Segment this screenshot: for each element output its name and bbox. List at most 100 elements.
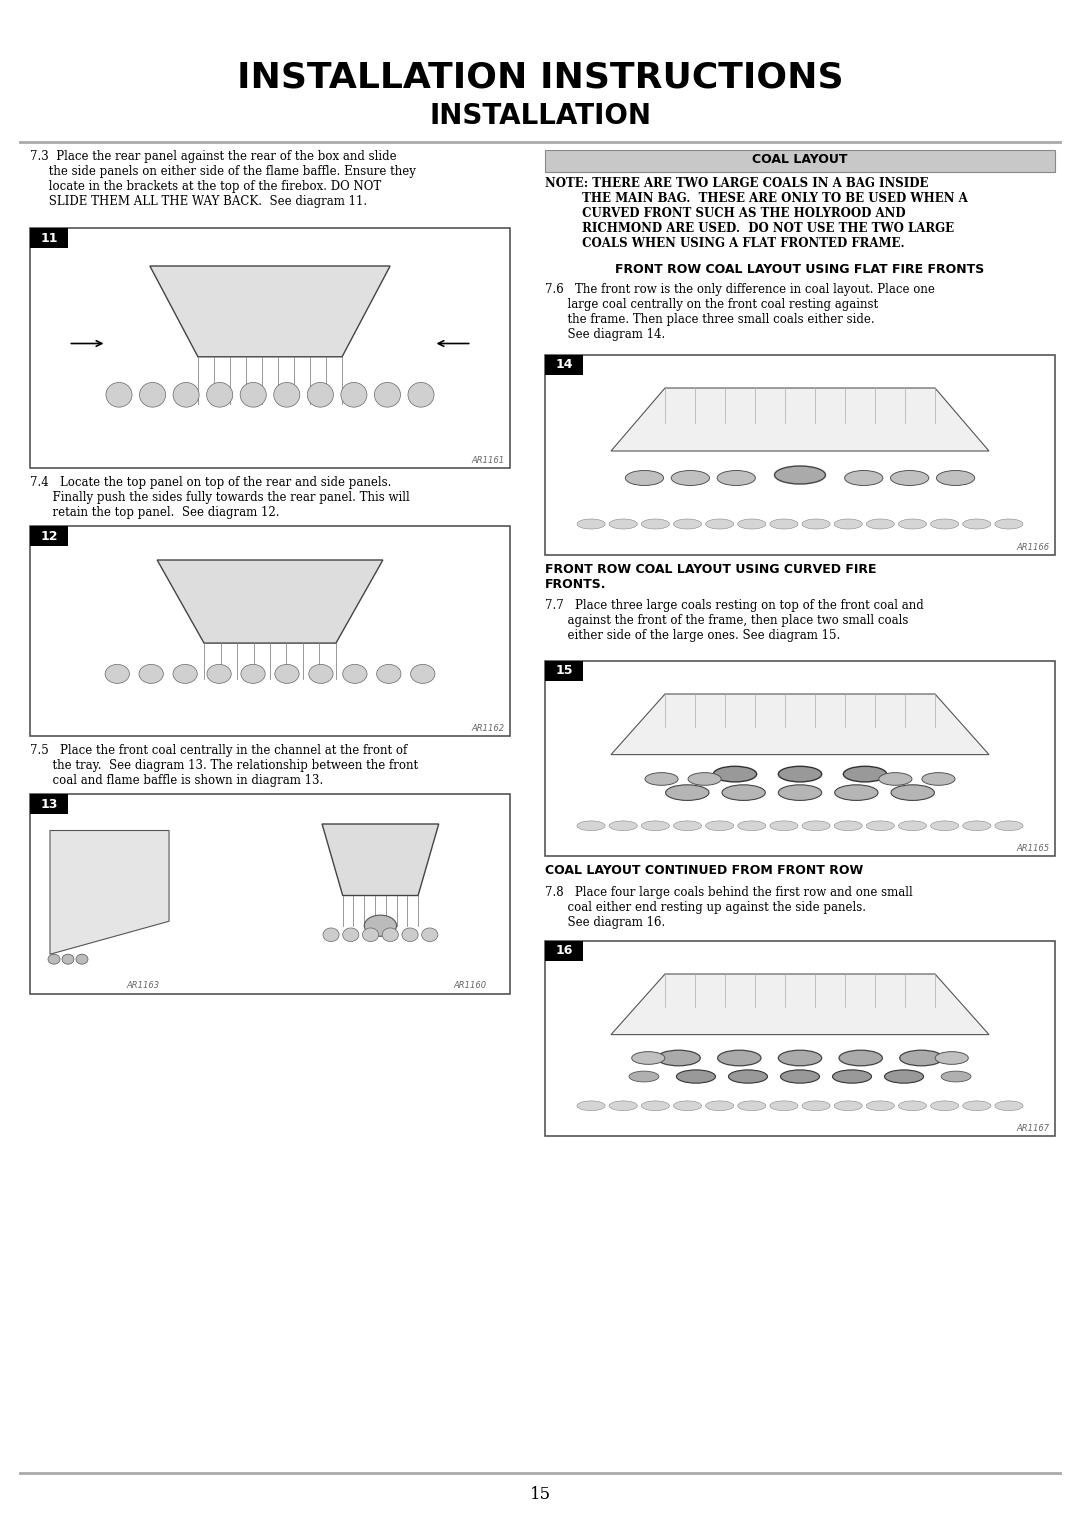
Text: 11: 11 <box>40 232 57 244</box>
Ellipse shape <box>900 1050 943 1067</box>
Ellipse shape <box>577 520 605 529</box>
Ellipse shape <box>866 520 894 529</box>
Ellipse shape <box>657 1050 700 1067</box>
Ellipse shape <box>802 520 831 529</box>
Ellipse shape <box>962 520 990 529</box>
Text: 7.8   Place four large coals behind the first row and one small
      coal eithe: 7.8 Place four large coals behind the fi… <box>545 886 913 929</box>
Ellipse shape <box>308 382 334 406</box>
Ellipse shape <box>899 1100 927 1111</box>
Ellipse shape <box>139 665 163 683</box>
Ellipse shape <box>779 1050 822 1067</box>
Ellipse shape <box>931 1100 959 1111</box>
Ellipse shape <box>738 1100 766 1111</box>
Text: AR1161: AR1161 <box>472 455 505 465</box>
Ellipse shape <box>774 466 825 484</box>
Ellipse shape <box>931 520 959 529</box>
Ellipse shape <box>609 1100 637 1111</box>
Ellipse shape <box>995 1100 1023 1111</box>
Ellipse shape <box>713 767 757 782</box>
Ellipse shape <box>323 927 339 941</box>
Bar <box>545 354 583 374</box>
Bar <box>30 795 68 814</box>
Bar <box>270 814 490 979</box>
Bar <box>1025 957 1043 1100</box>
Text: FRONT ROW COAL LAYOUT USING FLAT FIRE FRONTS: FRONT ROW COAL LAYOUT USING FLAT FIRE FR… <box>616 263 985 277</box>
Text: 7.3  Place the rear panel against the rear of the box and slide
     the side pa: 7.3 Place the rear panel against the rea… <box>30 150 416 208</box>
Text: 13: 13 <box>40 798 57 810</box>
Bar <box>30 228 510 468</box>
Ellipse shape <box>642 1100 670 1111</box>
Ellipse shape <box>625 471 663 486</box>
Ellipse shape <box>421 927 437 941</box>
Ellipse shape <box>609 821 637 831</box>
Ellipse shape <box>642 520 670 529</box>
Ellipse shape <box>899 821 927 831</box>
Bar <box>1025 370 1043 518</box>
Ellipse shape <box>770 1100 798 1111</box>
Bar <box>48 248 93 442</box>
Bar <box>557 957 575 1100</box>
Polygon shape <box>322 824 438 895</box>
Bar <box>545 662 1055 856</box>
Text: AR1163: AR1163 <box>126 981 160 990</box>
Text: AR1160: AR1160 <box>454 981 487 990</box>
Ellipse shape <box>835 785 878 801</box>
Ellipse shape <box>866 1100 894 1111</box>
Ellipse shape <box>665 785 708 801</box>
Ellipse shape <box>705 821 733 831</box>
Ellipse shape <box>866 821 894 831</box>
Text: INSTALLATION: INSTALLATION <box>429 102 651 130</box>
Ellipse shape <box>273 382 300 406</box>
Ellipse shape <box>839 1050 882 1067</box>
Text: 16: 16 <box>555 944 572 958</box>
Bar <box>30 228 68 248</box>
Bar <box>116 416 424 434</box>
Ellipse shape <box>62 953 75 964</box>
Ellipse shape <box>363 927 379 941</box>
Ellipse shape <box>341 382 367 406</box>
Ellipse shape <box>802 1100 831 1111</box>
Text: FRONT ROW COAL LAYOUT USING CURVED FIRE
FRONTS.: FRONT ROW COAL LAYOUT USING CURVED FIRE … <box>545 562 877 591</box>
Bar <box>270 814 287 966</box>
Ellipse shape <box>577 1100 605 1111</box>
Text: COAL LAYOUT CONTINUED FROM FRONT ROW: COAL LAYOUT CONTINUED FROM FRONT ROW <box>545 863 863 877</box>
Polygon shape <box>611 973 989 1034</box>
Bar <box>1025 675 1043 821</box>
Bar <box>545 150 1055 173</box>
Ellipse shape <box>342 665 367 683</box>
Ellipse shape <box>845 471 882 486</box>
Ellipse shape <box>941 1071 971 1082</box>
Ellipse shape <box>173 382 199 406</box>
Ellipse shape <box>410 665 435 683</box>
Ellipse shape <box>609 520 637 529</box>
Bar <box>575 1077 1025 1093</box>
Ellipse shape <box>241 665 266 683</box>
Ellipse shape <box>674 520 702 529</box>
Bar <box>173 865 244 897</box>
Ellipse shape <box>962 1100 990 1111</box>
Bar <box>473 814 490 966</box>
Text: INSTALLATION INSTRUCTIONS: INSTALLATION INSTRUCTIONS <box>237 60 843 95</box>
Bar <box>30 795 510 995</box>
Ellipse shape <box>240 382 267 406</box>
Ellipse shape <box>922 773 955 785</box>
Ellipse shape <box>377 665 401 683</box>
Bar <box>557 370 1043 388</box>
Bar <box>557 675 575 821</box>
Ellipse shape <box>106 382 132 406</box>
Ellipse shape <box>781 1070 820 1083</box>
Ellipse shape <box>206 382 232 406</box>
Bar <box>294 946 467 961</box>
Bar <box>48 545 93 712</box>
Polygon shape <box>611 694 989 755</box>
Ellipse shape <box>779 785 822 801</box>
Ellipse shape <box>688 773 721 785</box>
Ellipse shape <box>408 382 434 406</box>
Ellipse shape <box>779 767 822 782</box>
Ellipse shape <box>931 821 959 831</box>
Ellipse shape <box>642 821 670 831</box>
Ellipse shape <box>672 471 710 486</box>
Ellipse shape <box>891 471 929 486</box>
Ellipse shape <box>674 1100 702 1111</box>
Text: 14: 14 <box>555 359 572 371</box>
